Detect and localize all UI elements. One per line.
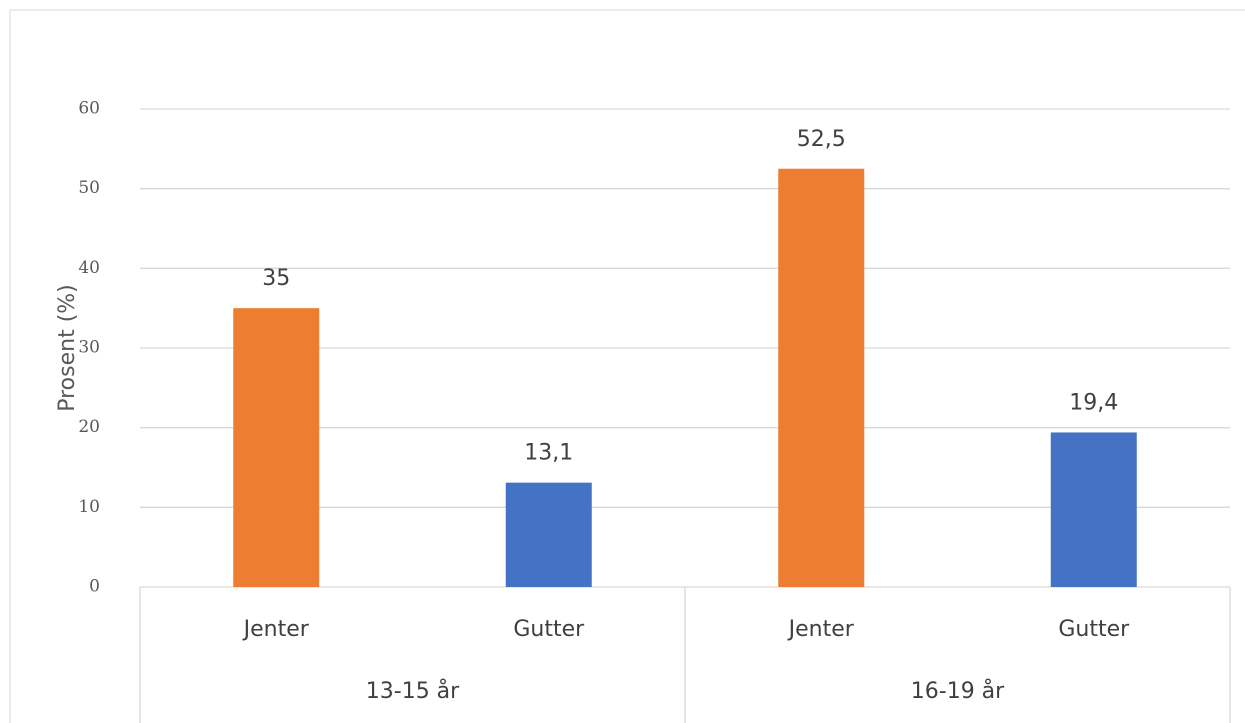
y-tick-label: 0 [89, 577, 100, 597]
bar [778, 168, 865, 587]
x-tick-label: Jenter [242, 617, 310, 642]
group-label: 16-19 år [911, 678, 1005, 704]
bar [505, 482, 592, 587]
y-tick-label: 60 [78, 99, 100, 119]
y-tick-label: 30 [78, 338, 100, 358]
data-label: 19,4 [1069, 390, 1118, 415]
bar [1050, 432, 1137, 587]
data-label: 52,5 [797, 127, 846, 152]
y-tick-label: 10 [78, 497, 100, 517]
data-label: 35 [262, 266, 290, 291]
x-tick-label: Jenter [787, 617, 855, 642]
y-axis-label: Prosent (%) [55, 284, 80, 412]
x-tick-label: Gutter [1058, 617, 1130, 642]
chart-border [9, 9, 1245, 723]
bar [233, 308, 320, 587]
y-tick-label: 20 [78, 417, 100, 437]
data-label: 13,1 [524, 441, 573, 466]
group-label: 13-15 år [366, 678, 460, 704]
y-tick-label: 50 [78, 178, 100, 198]
x-tick-label: Gutter [513, 617, 585, 642]
y-tick-label: 40 [78, 258, 100, 278]
